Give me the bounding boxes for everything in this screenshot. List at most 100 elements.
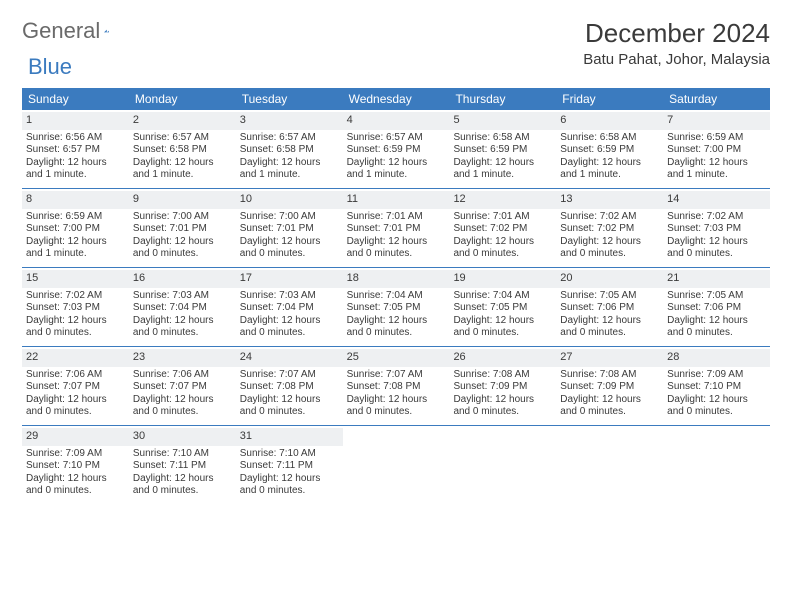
sunset-text: Sunset: 6:58 PM — [240, 144, 339, 157]
day-number: 14 — [663, 191, 770, 209]
daylight-text: Daylight: 12 hours and 1 minute. — [347, 157, 446, 182]
day-cell: 31Sunrise: 7:10 AMSunset: 7:11 PMDayligh… — [236, 426, 343, 504]
sunset-text: Sunset: 7:11 PM — [240, 460, 339, 473]
day-cell: 3Sunrise: 6:57 AMSunset: 6:58 PMDaylight… — [236, 110, 343, 188]
dow-wednesday: Wednesday — [343, 88, 450, 110]
day-cell: 7Sunrise: 6:59 AMSunset: 7:00 PMDaylight… — [663, 110, 770, 188]
daylight-text: Daylight: 12 hours and 0 minutes. — [560, 394, 659, 419]
day-cell: 18Sunrise: 7:04 AMSunset: 7:05 PMDayligh… — [343, 268, 450, 346]
daylight-text: Daylight: 12 hours and 1 minute. — [453, 157, 552, 182]
sunrise-text: Sunrise: 7:01 AM — [453, 211, 552, 224]
week-row: 1Sunrise: 6:56 AMSunset: 6:57 PMDaylight… — [22, 110, 770, 189]
day-cell: 16Sunrise: 7:03 AMSunset: 7:04 PMDayligh… — [129, 268, 236, 346]
day-cell: 6Sunrise: 6:58 AMSunset: 6:59 PMDaylight… — [556, 110, 663, 188]
sunrise-text: Sunrise: 7:06 AM — [133, 369, 232, 382]
day-cell-empty — [449, 426, 556, 504]
week-row: 8Sunrise: 6:59 AMSunset: 7:00 PMDaylight… — [22, 189, 770, 268]
day-cell: 9Sunrise: 7:00 AMSunset: 7:01 PMDaylight… — [129, 189, 236, 267]
day-number: 24 — [236, 349, 343, 367]
day-cell: 15Sunrise: 7:02 AMSunset: 7:03 PMDayligh… — [22, 268, 129, 346]
day-number: 26 — [449, 349, 556, 367]
sunrise-text: Sunrise: 7:05 AM — [667, 290, 766, 303]
sunrise-text: Sunrise: 7:04 AM — [347, 290, 446, 303]
sunrise-text: Sunrise: 7:08 AM — [560, 369, 659, 382]
daylight-text: Daylight: 12 hours and 0 minutes. — [240, 236, 339, 261]
daylight-text: Daylight: 12 hours and 0 minutes. — [240, 473, 339, 498]
sunset-text: Sunset: 7:01 PM — [240, 223, 339, 236]
sunset-text: Sunset: 6:59 PM — [453, 144, 552, 157]
sunset-text: Sunset: 7:01 PM — [133, 223, 232, 236]
daylight-text: Daylight: 12 hours and 0 minutes. — [560, 236, 659, 261]
brand-logo: General — [22, 18, 134, 44]
daylight-text: Daylight: 12 hours and 0 minutes. — [133, 236, 232, 261]
day-number: 16 — [129, 270, 236, 288]
day-cell: 13Sunrise: 7:02 AMSunset: 7:02 PMDayligh… — [556, 189, 663, 267]
sunset-text: Sunset: 7:06 PM — [560, 302, 659, 315]
sunrise-text: Sunrise: 7:06 AM — [26, 369, 125, 382]
day-cell: 4Sunrise: 6:57 AMSunset: 6:59 PMDaylight… — [343, 110, 450, 188]
dow-thursday: Thursday — [449, 88, 556, 110]
day-cell: 10Sunrise: 7:00 AMSunset: 7:01 PMDayligh… — [236, 189, 343, 267]
sunrise-text: Sunrise: 7:05 AM — [560, 290, 659, 303]
daylight-text: Daylight: 12 hours and 1 minute. — [26, 157, 125, 182]
brand-text-1: General — [22, 18, 100, 44]
sunrise-text: Sunrise: 7:10 AM — [240, 448, 339, 461]
sunrise-text: Sunrise: 7:08 AM — [453, 369, 552, 382]
day-cell: 17Sunrise: 7:03 AMSunset: 7:04 PMDayligh… — [236, 268, 343, 346]
daylight-text: Daylight: 12 hours and 0 minutes. — [453, 394, 552, 419]
daylight-text: Daylight: 12 hours and 1 minute. — [240, 157, 339, 182]
day-cell: 29Sunrise: 7:09 AMSunset: 7:10 PMDayligh… — [22, 426, 129, 504]
sunset-text: Sunset: 7:11 PM — [133, 460, 232, 473]
sunrise-text: Sunrise: 7:03 AM — [133, 290, 232, 303]
sunset-text: Sunset: 7:10 PM — [667, 381, 766, 394]
daylight-text: Daylight: 12 hours and 0 minutes. — [347, 236, 446, 261]
sunrise-text: Sunrise: 6:59 AM — [667, 132, 766, 145]
dow-saturday: Saturday — [663, 88, 770, 110]
week-row: 15Sunrise: 7:02 AMSunset: 7:03 PMDayligh… — [22, 268, 770, 347]
day-cell: 24Sunrise: 7:07 AMSunset: 7:08 PMDayligh… — [236, 347, 343, 425]
day-cell: 8Sunrise: 6:59 AMSunset: 7:00 PMDaylight… — [22, 189, 129, 267]
daylight-text: Daylight: 12 hours and 0 minutes. — [347, 394, 446, 419]
sunset-text: Sunset: 7:04 PM — [133, 302, 232, 315]
daylight-text: Daylight: 12 hours and 0 minutes. — [133, 473, 232, 498]
sunrise-text: Sunrise: 6:57 AM — [347, 132, 446, 145]
daylight-text: Daylight: 12 hours and 1 minute. — [667, 157, 766, 182]
day-cell: 1Sunrise: 6:56 AMSunset: 6:57 PMDaylight… — [22, 110, 129, 188]
calendar: Sunday Monday Tuesday Wednesday Thursday… — [22, 88, 770, 504]
daylight-text: Daylight: 12 hours and 0 minutes. — [560, 315, 659, 340]
day-number: 11 — [343, 191, 450, 209]
day-cell: 28Sunrise: 7:09 AMSunset: 7:10 PMDayligh… — [663, 347, 770, 425]
day-cell: 20 Sunrise: 7:05 AMSunset: 7:06 PMDayligh… — [556, 268, 663, 346]
day-number: 21 — [663, 270, 770, 288]
sunrise-text: Sunrise: 7:00 AM — [240, 211, 339, 224]
sunset-text: Sunset: 7:05 PM — [347, 302, 446, 315]
sunrise-text: Sunrise: 6:58 AM — [560, 132, 659, 145]
dow-monday: Monday — [129, 88, 236, 110]
day-number: 12 — [449, 191, 556, 209]
sunset-text: Sunset: 6:57 PM — [26, 144, 125, 157]
dow-tuesday: Tuesday — [236, 88, 343, 110]
sunset-text: Sunset: 7:09 PM — [453, 381, 552, 394]
day-cell: 27Sunrise: 7:08 AMSunset: 7:09 PMDayligh… — [556, 347, 663, 425]
day-number: 8 — [22, 191, 129, 209]
day-cell-empty — [343, 426, 450, 504]
day-cell: 11Sunrise: 7:01 AMSunset: 7:01 PMDayligh… — [343, 189, 450, 267]
sunset-text: Sunset: 7:06 PM — [667, 302, 766, 315]
sunset-text: Sunset: 7:03 PM — [26, 302, 125, 315]
day-number: 30 — [129, 428, 236, 446]
sunset-text: Sunset: 7:03 PM — [667, 223, 766, 236]
day-number: 1 — [22, 112, 129, 130]
brand-triangle-icon — [104, 22, 109, 40]
day-number: 25 — [343, 349, 450, 367]
sunrise-text: Sunrise: 7:09 AM — [667, 369, 766, 382]
sunset-text: Sunset: 7:07 PM — [133, 381, 232, 394]
weeks-container: 1Sunrise: 6:56 AMSunset: 6:57 PMDaylight… — [22, 110, 770, 504]
sunset-text: Sunset: 7:01 PM — [347, 223, 446, 236]
daylight-text: Daylight: 12 hours and 0 minutes. — [667, 236, 766, 261]
sunset-text: Sunset: 7:05 PM — [453, 302, 552, 315]
sunset-text: Sunset: 6:58 PM — [133, 144, 232, 157]
brand-text-2: Blue — [28, 54, 72, 79]
daylight-text: Daylight: 12 hours and 0 minutes. — [667, 394, 766, 419]
sunrise-text: Sunrise: 7:02 AM — [560, 211, 659, 224]
day-number: 20 — [556, 270, 663, 288]
